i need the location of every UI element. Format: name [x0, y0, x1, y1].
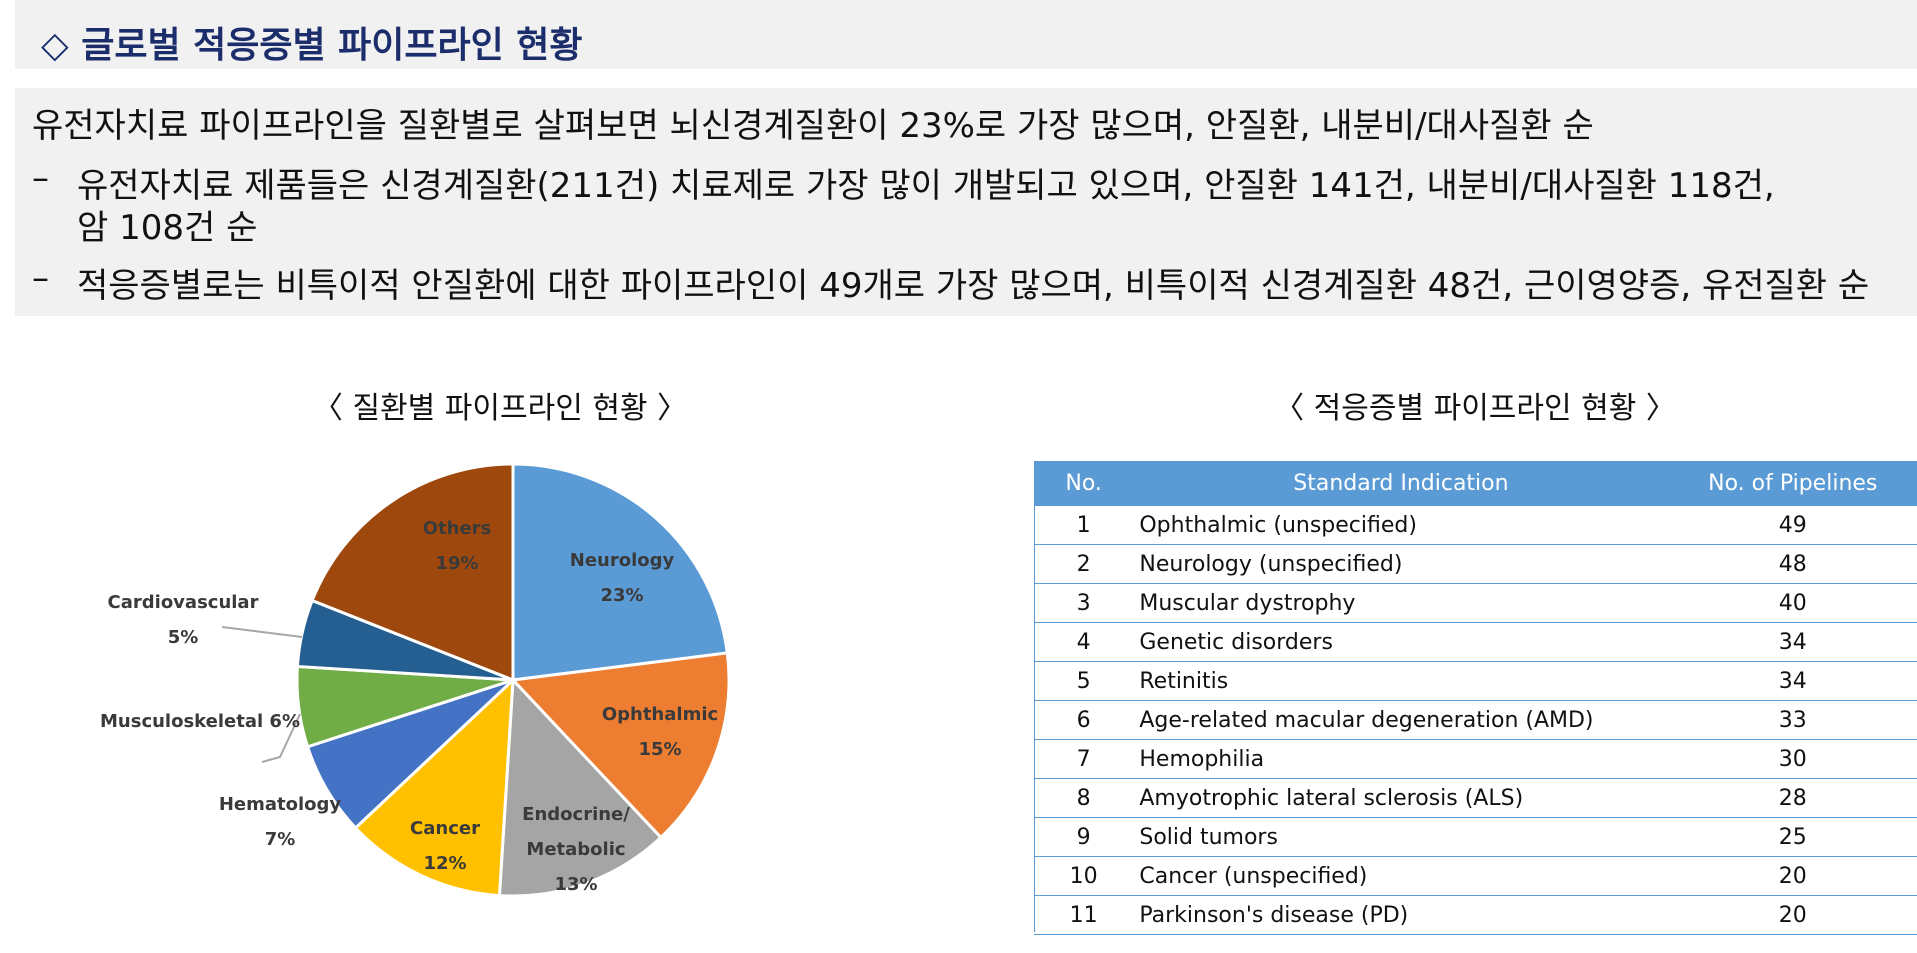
pie-labels: Neurology 23% Ophthalmic 15% Endocrine/Metab… [100, 518, 718, 895]
row-count: 34 [1668, 661, 1917, 701]
pie-value-cardiovascular: 5% [168, 627, 199, 648]
pie-value-neurology: 23% [600, 585, 643, 606]
summary-box: 유전자치료 파이프라인을 질환별로 살펴보면 뇌신경계질환이 23%로 가장 많… [15, 88, 1917, 316]
row-indication: Cancer (unspecified) [1133, 856, 1669, 896]
bullet-2: 적응증별로는 비특이적 안질환에 대한 파이프라인이 49개로 가장 많으며, … [77, 266, 1870, 306]
pie-value-endocrine-metabolic: 13% [554, 874, 597, 895]
row-no: 10 [1034, 856, 1134, 896]
table-row: 10 Cancer (unspecified) 20 [1034, 856, 1917, 896]
pie-slice-ophthalmic [509, 651, 731, 840]
pie-value-ophthalmic: 15% [638, 739, 681, 760]
pie-label-neurology: Neurology [570, 550, 675, 571]
row-no: 1 [1034, 506, 1134, 545]
table-row: 11 Parkinson's disease (PD) 20 [1034, 895, 1917, 935]
bullet-1-line-2: 암 108건 순 [77, 208, 258, 248]
row-indication: Parkinson's disease (PD) [1133, 895, 1669, 935]
pie-value-others: 19% [435, 553, 478, 574]
row-no: 4 [1034, 622, 1134, 662]
table-row: 4 Genetic disorders 34 [1034, 622, 1917, 662]
table-row: 3 Muscular dystrophy 40 [1034, 583, 1917, 623]
pie-label-endocrine-metabolic-2: Metabolic [526, 839, 625, 860]
pie-section-title: 〈 질환별 파이프라인 현황 〉 [312, 391, 688, 426]
summary-line-1: 유전자치료 파이프라인을 질환별로 살펴보면 뇌신경계질환이 23%로 가장 많… [32, 106, 1594, 146]
row-indication: Muscular dystrophy [1133, 583, 1669, 623]
row-no: 7 [1034, 739, 1134, 779]
row-count: 33 [1668, 700, 1917, 740]
leader-musculoskeletal [261, 713, 301, 763]
pie-slice-others [310, 462, 515, 683]
row-count: 25 [1668, 817, 1917, 857]
row-count: 30 [1668, 739, 1917, 779]
table-row: 7 Hemophilia 30 [1034, 739, 1917, 779]
pie-leader-lines [221, 626, 303, 763]
row-no: 5 [1034, 661, 1134, 701]
bullet-mark-2: – [32, 258, 49, 298]
row-indication: Ophthalmic (unspecified) [1133, 506, 1669, 545]
pie-slice-endocrine-metabolic [497, 676, 663, 898]
pie-label-ophthalmic: Ophthalmic [602, 704, 718, 725]
pie-value-cancer: 12% [423, 853, 466, 874]
table-row: 5 Retinitis 34 [1034, 661, 1917, 701]
row-no: 11 [1034, 895, 1134, 935]
row-indication: Age-related macular degeneration (AMD) [1133, 700, 1669, 740]
title-bar: ◇ 글로벌 적응증별 파이프라인 현황 [15, 0, 1917, 69]
row-indication: Amyotrophic lateral sclerosis (ALS) [1133, 778, 1669, 818]
row-count: 49 [1668, 506, 1917, 545]
row-no: 3 [1034, 583, 1134, 623]
bullet-mark-1: – [32, 158, 49, 198]
page-title: ◇ 글로벌 적응증별 파이프라인 현황 [41, 25, 583, 66]
indication-table: No. Standard Indication No. of Pipelines… [1034, 461, 1917, 935]
table-row: 9 Solid tumors 25 [1034, 817, 1917, 857]
pie-slice-neurology [511, 462, 729, 682]
pie-label-cancer: Cancer [410, 818, 480, 839]
pie-label-others: Others [423, 518, 492, 539]
pie-label-cardiovascular: Cardiovascular [108, 592, 259, 613]
table-row: 1 Ophthalmic (unspecified) 49 [1034, 506, 1917, 545]
row-no: 6 [1034, 700, 1134, 740]
row-count: 20 [1668, 856, 1917, 896]
bullet-1-line-1: 유전자치료 제품들은 신경계질환(211건) 치료제로 가장 많이 개발되고 있… [77, 166, 1775, 206]
leader-cardiovascular [221, 626, 303, 638]
row-no: 9 [1034, 817, 1134, 857]
table-row: 2 Neurology (unspecified) 48 [1034, 544, 1917, 584]
pie-slice-cancer [353, 676, 515, 898]
row-count: 28 [1668, 778, 1917, 818]
row-indication: Neurology (unspecified) [1133, 544, 1669, 584]
table-row: 6 Age-related macular degeneration (AMD) 3… [1034, 700, 1917, 740]
row-indication: Solid tumors [1133, 817, 1669, 857]
row-no: 2 [1034, 544, 1134, 584]
row-count: 48 [1668, 544, 1917, 584]
pie-value-hematology: 7% [265, 829, 296, 850]
row-indication: Retinitis [1133, 661, 1669, 701]
column-header-no: No. [1034, 461, 1134, 506]
table-row: 8 Amyotrophic lateral sclerosis (ALS) 28 [1034, 778, 1917, 818]
column-header-indication: Standard Indication [1133, 461, 1669, 506]
row-count: 20 [1668, 895, 1917, 935]
row-count: 40 [1668, 583, 1917, 623]
pie-chart: Neurology 23% Ophthalmic 15% Endocrine/Metab… [100, 462, 731, 898]
pie-label-musculoskeletal: Musculoskeletal 6% [100, 711, 300, 732]
table-section-title: 〈 적응증별 파이프라인 현황 〉 [1274, 391, 1676, 426]
row-count: 34 [1668, 622, 1917, 662]
row-indication: Genetic disorders [1133, 622, 1669, 662]
pie-label-endocrine-metabolic-1: Endocrine/ [522, 804, 630, 825]
row-no: 8 [1034, 778, 1134, 818]
pie-slices [295, 462, 731, 898]
pie-label-hematology: Hematology [219, 794, 342, 815]
row-indication: Hemophilia [1133, 739, 1669, 779]
column-header-pipelines: No. of Pipelines [1668, 461, 1917, 506]
table-header-row: No. Standard Indication No. of Pipelines [1034, 461, 1917, 506]
